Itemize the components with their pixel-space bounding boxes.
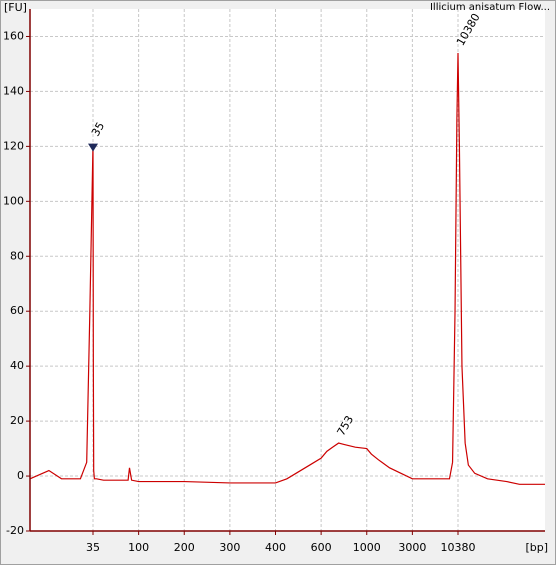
x-tick-label: 1000 (353, 541, 381, 554)
x-tick-label: 3000 (398, 541, 426, 554)
y-tick-label: 160 (3, 29, 24, 42)
y-axis-label: [FU] (4, 1, 27, 14)
chart-title: Illicium anisatum Flow... (430, 2, 550, 13)
y-tick-label: 0 (17, 469, 24, 482)
x-tick-label: 300 (219, 541, 240, 554)
marks (29, 52, 545, 485)
peak-label: 35 (89, 120, 107, 139)
y-tick-label: 20 (10, 414, 24, 427)
y-tick-label: -20 (6, 524, 24, 537)
trace-line (29, 52, 545, 485)
y-tick-label: 80 (10, 249, 24, 262)
x-tick-label: 35 (86, 541, 100, 554)
x-tick-label: 10380 (441, 541, 476, 554)
plot-area (30, 9, 545, 531)
x-tick-label: 400 (265, 541, 286, 554)
x-tick-label: 200 (174, 541, 195, 554)
x-tick-label: 100 (128, 541, 149, 554)
x-tick-label: 600 (311, 541, 332, 554)
y-tick-label: 120 (3, 139, 24, 152)
y-tick-label: 100 (3, 194, 24, 207)
x-axis-label: [bp] (525, 541, 548, 554)
y-tick-label: 40 (10, 359, 24, 372)
y-tick-label: 140 (3, 84, 24, 97)
y-tick-label: 60 (10, 304, 24, 317)
marker-triangle (88, 143, 98, 152)
